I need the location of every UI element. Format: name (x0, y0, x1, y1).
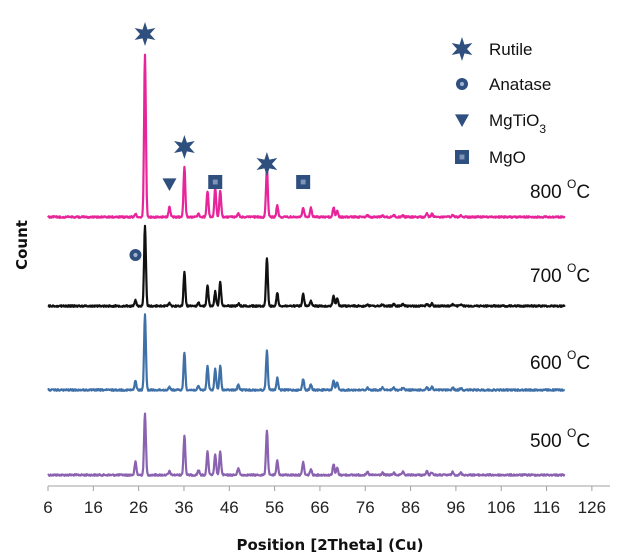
temp-label-700-unit: C (576, 266, 590, 287)
x-tick-label-126: 126 (578, 498, 606, 517)
legend-triangle-icon (455, 114, 469, 127)
temp-label-800: 800 OC (530, 177, 590, 203)
peak-marker-star-4 (256, 152, 278, 176)
series-500-line (47, 412, 566, 477)
legend-circle-icon (456, 78, 468, 90)
temp-label-700-sup: O (567, 261, 576, 275)
x-tick-label-16: 16 (84, 498, 103, 517)
temp-label-600-sup: O (567, 348, 576, 362)
series-700-line (47, 224, 566, 308)
x-tick-label-56: 56 (265, 498, 284, 517)
x-tick-label-46: 46 (220, 498, 239, 517)
peak-marker-square-3-dot (212, 179, 218, 185)
x-tick-label-66: 66 (310, 498, 329, 517)
legend-label-3: MgO (489, 148, 526, 167)
temp-label-500-num: 500 (530, 431, 567, 452)
legend-label-2: MgTiO3 (489, 111, 546, 136)
temp-label-800-num: 800 (530, 182, 567, 203)
peak-marker-triangle-2 (162, 178, 177, 191)
legend-square-icon-dot (459, 154, 465, 160)
x-tick-label-36: 36 (175, 498, 194, 517)
temp-label-800-sup: O (567, 177, 576, 191)
x-tick-label-116: 116 (533, 498, 560, 517)
legend-label-1: Anatase (489, 75, 551, 94)
temp-label-700-num: 700 (530, 266, 567, 287)
temp-label-600-unit: C (576, 353, 590, 374)
x-tick-label-76: 76 (356, 498, 375, 517)
legend-circle-icon-dot (459, 81, 465, 87)
peak-markers (129, 22, 311, 261)
legend: Rutile Anatase MgTiO3 MgO (451, 37, 551, 167)
series-600-line (47, 313, 566, 392)
legend-star-icon (451, 37, 473, 61)
series-800-line (47, 53, 566, 219)
x-tick-label-86: 86 (401, 498, 420, 517)
legend-square-icon (455, 150, 469, 164)
x-axis: 6 16 26 36 46 56 66 76 86 96 106 116 126 (43, 485, 610, 517)
peak-marker-star-0 (134, 22, 156, 46)
legend-label-0: Rutile (489, 40, 532, 59)
peak-marker-square-5 (296, 175, 311, 189)
y-axis-title: Count (13, 220, 31, 270)
temp-label-600-num: 600 (530, 353, 567, 374)
temp-label-600: 600 OC (530, 348, 590, 374)
x-tick-label-106: 106 (487, 498, 515, 517)
temp-label-700: 700 OC (530, 261, 590, 287)
peak-marker-star-1 (174, 135, 195, 159)
series-layer (47, 53, 566, 477)
temp-label-800-unit: C (576, 182, 590, 203)
legend-label-sub-2: 3 (539, 122, 546, 136)
temp-label-500: 500 OC (530, 426, 590, 452)
peak-marker-square-5-dot (300, 179, 306, 185)
temp-label-500-unit: C (576, 431, 590, 452)
temp-label-500-sup: O (567, 426, 576, 440)
peak-marker-circle-6-dot (133, 252, 138, 258)
x-tick-label-96: 96 (446, 498, 465, 517)
x-tick-label-6: 6 (43, 498, 52, 517)
peak-marker-square-3 (208, 175, 223, 189)
x-tick-label-26: 26 (129, 498, 148, 517)
peak-marker-circle-6 (129, 249, 142, 261)
x-axis-title: Position [2Theta] (Cu) (236, 536, 423, 554)
